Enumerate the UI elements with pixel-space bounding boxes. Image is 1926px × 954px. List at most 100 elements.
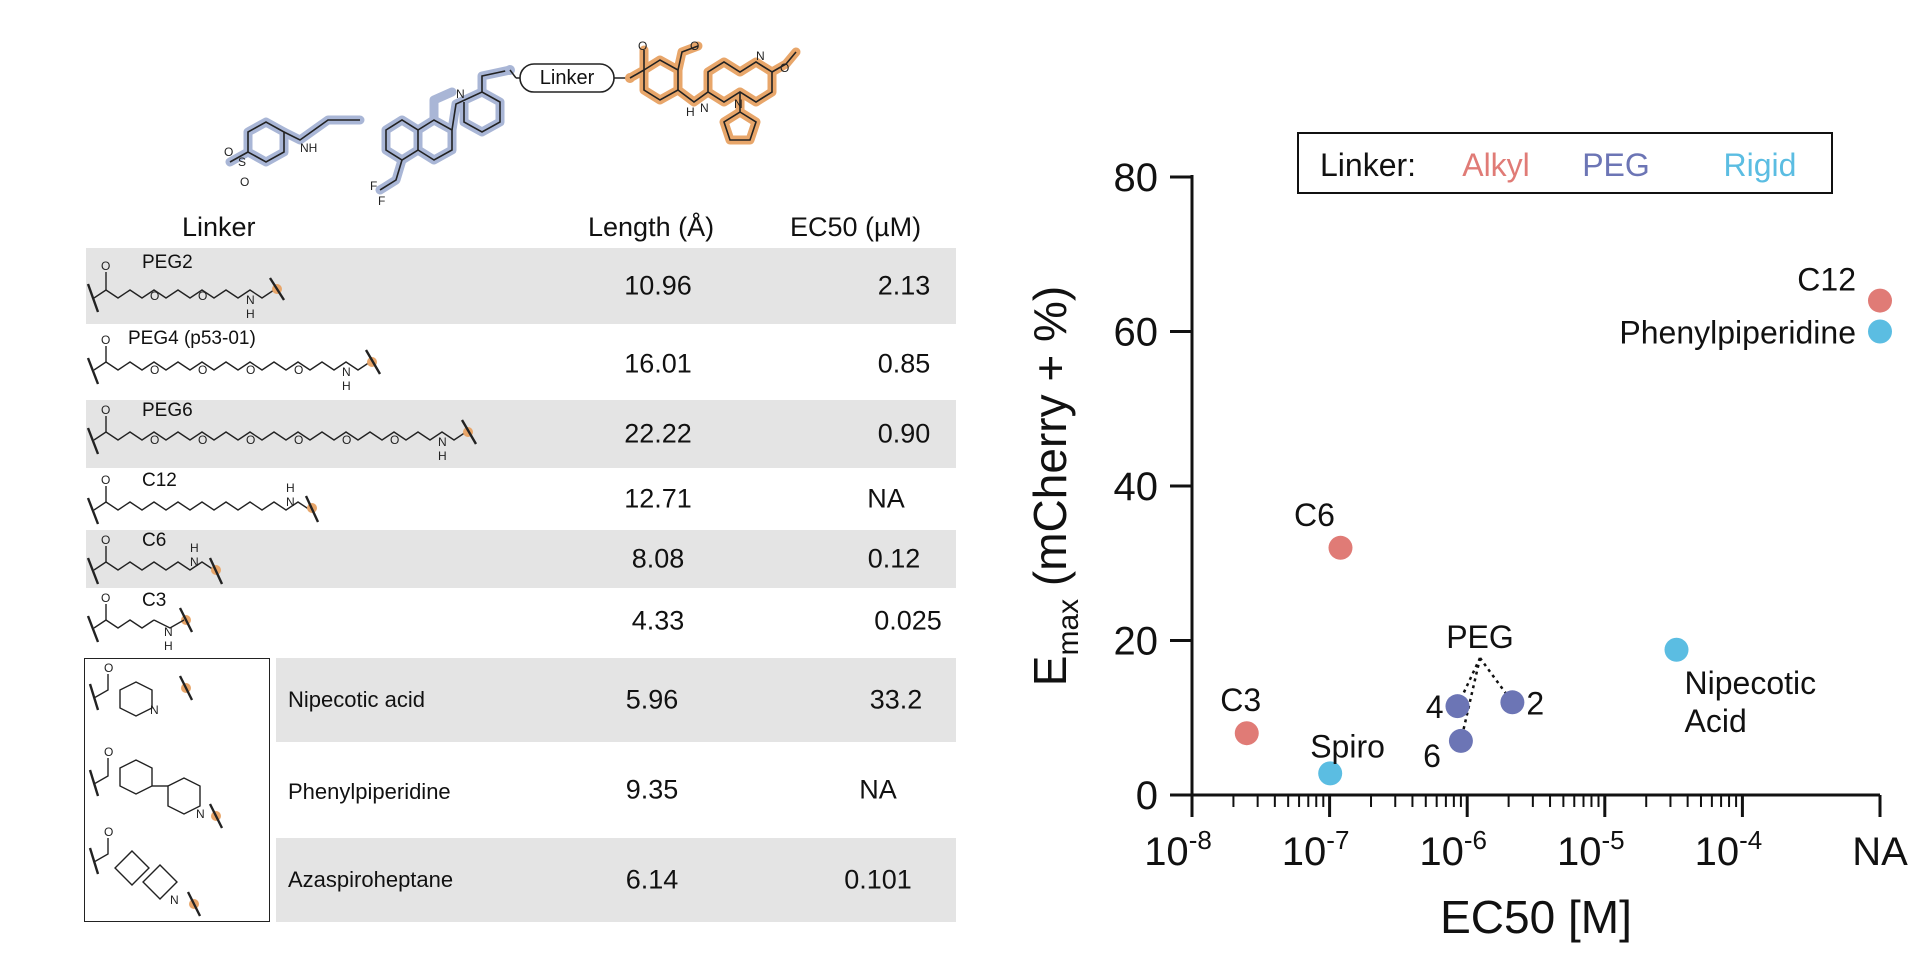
point-label-nipecotic-acid: Nipecotic xyxy=(1685,665,1817,701)
svg-text:N: N xyxy=(246,293,255,307)
x-tick-label: NA xyxy=(1852,830,1908,874)
svg-text:H: H xyxy=(686,105,695,119)
y-tick-label: 60 xyxy=(1114,311,1159,355)
point-spiro xyxy=(1318,761,1343,786)
point-c6 xyxy=(1328,535,1353,560)
svg-text:N: N xyxy=(438,435,447,449)
row-label: C6 xyxy=(142,530,167,551)
point-c12 xyxy=(1868,288,1892,313)
x-tick-label: 10-5 xyxy=(1557,825,1625,874)
header-ec50: EC50 (µM) xyxy=(790,212,922,242)
svg-text:O: O xyxy=(240,175,249,189)
svg-text:O: O xyxy=(294,433,303,447)
svg-text:H: H xyxy=(190,541,199,555)
svg-text:O: O xyxy=(198,363,207,377)
point-label-6: 6 xyxy=(1423,738,1441,774)
row-label: Azaspiroheptane xyxy=(288,867,454,892)
structure-c3: O NH xyxy=(86,591,194,653)
svg-text:O: O xyxy=(638,40,647,53)
structure-c6: O HN xyxy=(86,533,224,585)
point-label-2: 2 xyxy=(1526,685,1544,721)
point-label-spiro: Spiro xyxy=(1310,728,1385,764)
cell-length: 12.71 xyxy=(624,483,692,514)
point-4 xyxy=(1445,694,1470,719)
row-label: C12 xyxy=(142,470,177,491)
point-label-nipecotic-acid: Acid xyxy=(1685,703,1747,739)
svg-text:O: O xyxy=(150,289,159,303)
row-label: C3 xyxy=(142,590,167,611)
svg-text:F: F xyxy=(378,194,385,208)
svg-text:O: O xyxy=(150,433,159,447)
svg-text:O: O xyxy=(198,433,207,447)
cell-ec50: 0.101 xyxy=(844,864,912,895)
cell-ec50: 2.13 xyxy=(877,270,931,301)
svg-text:O: O xyxy=(101,259,110,273)
svg-text:H: H xyxy=(342,379,351,393)
y-tick-label: 0 xyxy=(1136,774,1158,818)
cell-ec50: 0.12 xyxy=(867,543,921,574)
svg-text:N: N xyxy=(342,365,351,379)
point-label-4: 4 xyxy=(1426,689,1444,725)
row-label: Nipecotic acid xyxy=(288,687,425,712)
svg-text:O: O xyxy=(780,61,789,75)
cell-ec50: NA xyxy=(859,774,897,805)
point-nipecotic-acid xyxy=(1664,637,1689,662)
point-label-c12: C12 xyxy=(1797,262,1856,298)
svg-text:N: N xyxy=(196,807,205,821)
cell-length: 8.08 xyxy=(631,543,685,574)
cell-ec50: 0.90 xyxy=(877,418,931,449)
svg-text:O: O xyxy=(390,433,399,447)
structure-peg6: O O O O O O O NH xyxy=(86,403,478,463)
point-6 xyxy=(1448,728,1473,753)
x-tick-label: 10-7 xyxy=(1282,825,1350,874)
table-row: Nipecotic acid 5.96 33.2 xyxy=(276,658,956,742)
rigid-linker-structures xyxy=(84,658,270,922)
svg-text:F: F xyxy=(370,179,377,193)
cell-length: 9.35 xyxy=(625,774,679,805)
svg-text:N: N xyxy=(700,101,709,115)
svg-text:N: N xyxy=(150,703,159,717)
chart-ticks: 0 20 40 60 80 10-8 10-7 10-6 10-5 10-4 NA EC50 [M] E… xyxy=(1024,156,1908,943)
svg-text:N: N xyxy=(190,555,199,569)
cell-length: 10.96 xyxy=(624,270,692,301)
cell-length: 22.22 xyxy=(624,418,692,449)
cell-length: 16.01 xyxy=(624,348,692,379)
x-axis-label: EC50 [M] xyxy=(1440,891,1632,943)
svg-text:NH: NH xyxy=(300,141,317,155)
svg-text:O: O xyxy=(150,363,159,377)
svg-text:H: H xyxy=(246,307,255,321)
x-tick-label: 10-8 xyxy=(1144,825,1212,874)
cell-ec50: NA xyxy=(867,483,905,514)
row-label: PEG4 (p53-01) xyxy=(128,328,256,349)
svg-text:O: O xyxy=(101,533,110,547)
y-axis-label: Emax (mCherry + %) xyxy=(1024,286,1085,686)
svg-text:N: N xyxy=(734,97,743,111)
structure-peg4: O O O O O NH xyxy=(86,333,382,393)
table-row: Phenylpiperidine 9.35 NA xyxy=(276,744,956,836)
header-length: Length (Å) xyxy=(588,212,715,242)
cell-ec50: 0.025 xyxy=(874,605,942,636)
svg-text:O: O xyxy=(101,591,110,605)
point-c3 xyxy=(1234,721,1259,746)
peg-leader-2 xyxy=(1478,657,1514,704)
svg-text:H: H xyxy=(164,639,173,653)
svg-text:O: O xyxy=(104,661,113,675)
point-label-c6: C6 xyxy=(1294,497,1335,533)
vhl-ligand-atoms: SO O NH N FF xyxy=(224,87,465,208)
svg-text:O: O xyxy=(246,433,255,447)
svg-text:N: N xyxy=(170,893,179,907)
svg-text:N: N xyxy=(456,87,465,101)
legend-entry-peg: PEG xyxy=(1582,147,1650,183)
x-tick-label: 10-6 xyxy=(1419,825,1487,874)
cell-ec50: 33.2 xyxy=(869,684,923,715)
structure-peg2: O O O NH xyxy=(86,259,286,321)
svg-text:O: O xyxy=(101,473,110,487)
